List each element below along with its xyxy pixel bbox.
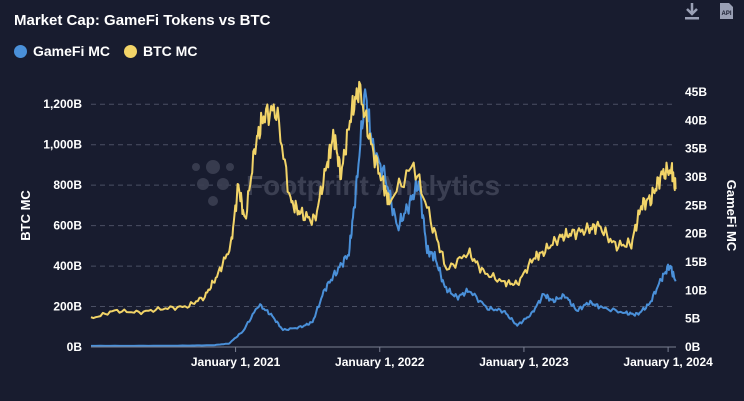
watermark-logo-dot (208, 196, 218, 206)
legend: GameFi MC BTC MC (14, 43, 197, 59)
legend-label-btc: BTC MC (143, 43, 198, 59)
y-right-axis-title: GameFi MC (724, 180, 739, 252)
watermark-logo-dot (197, 178, 209, 190)
y-right-tick-label: 35B (685, 142, 707, 156)
chart-toolbar: API (684, 2, 734, 25)
y-right-tick-label: 25B (685, 198, 707, 212)
series-line-gamefi (91, 88, 677, 347)
y-right-tick-label: 20B (685, 227, 707, 241)
series-line-btc (90, 80, 677, 320)
x-tick-label: January 1, 2024 (623, 355, 713, 369)
y-left-tick-label: 1,200B (43, 97, 82, 111)
watermark-logo-icon (192, 160, 234, 206)
y-right-tick-label: 5B (685, 312, 701, 326)
y-left-tick-label: 400B (53, 259, 82, 273)
legend-item-gamefi[interactable]: GameFi MC (14, 43, 110, 59)
api-icon-text: API (721, 11, 731, 17)
legend-item-btc[interactable]: BTC MC (124, 43, 197, 59)
chart-title: Market Cap: GameFi Tokens vs BTC (14, 12, 271, 29)
watermark-layer: Footprint Analytics (192, 160, 500, 206)
grid-layer (91, 103, 676, 308)
y-left-tick-label: 800B (53, 178, 82, 192)
y-left-tick-label: 0B (67, 340, 83, 354)
watermark-text: Footprint Analytics (246, 170, 500, 201)
watermark-logo-dot (206, 160, 220, 174)
x-tick-label: January 1, 2023 (479, 355, 569, 369)
legend-dot-btc (124, 44, 138, 58)
y-right-tick-label: 15B (685, 255, 707, 269)
legend-dot-gamefi (14, 44, 27, 58)
y-right-tick-label: 10B (685, 283, 707, 297)
legend-label-gamefi: GameFi MC (33, 43, 111, 59)
x-tick-label: January 1, 2021 (191, 355, 281, 369)
axis-layer: 0B 200B 400B 600B 800B 1,000B 1,200B 0B 5B 10B 15B… (18, 85, 739, 369)
series-layer (90, 80, 677, 347)
x-tick-label: January 1, 2022 (335, 355, 425, 369)
watermark-logo-dot (192, 163, 200, 171)
y-right-tick-label: 30B (685, 170, 707, 184)
y-left-axis-title: BTC MC (18, 190, 33, 241)
y-left-tick-label: 600B (53, 219, 82, 233)
download-icon[interactable] (684, 2, 700, 25)
y-right-tick-label: 0B (685, 340, 701, 354)
y-left-tick-label: 1,000B (43, 138, 82, 152)
y-right-tick-label: 45B (685, 85, 707, 99)
watermark-logo-dot (226, 163, 234, 171)
watermark-logo-dot (217, 178, 229, 190)
y-right-tick-label: 40B (685, 113, 707, 127)
api-icon[interactable]: API (718, 2, 734, 25)
y-left-tick-label: 200B (53, 300, 82, 314)
